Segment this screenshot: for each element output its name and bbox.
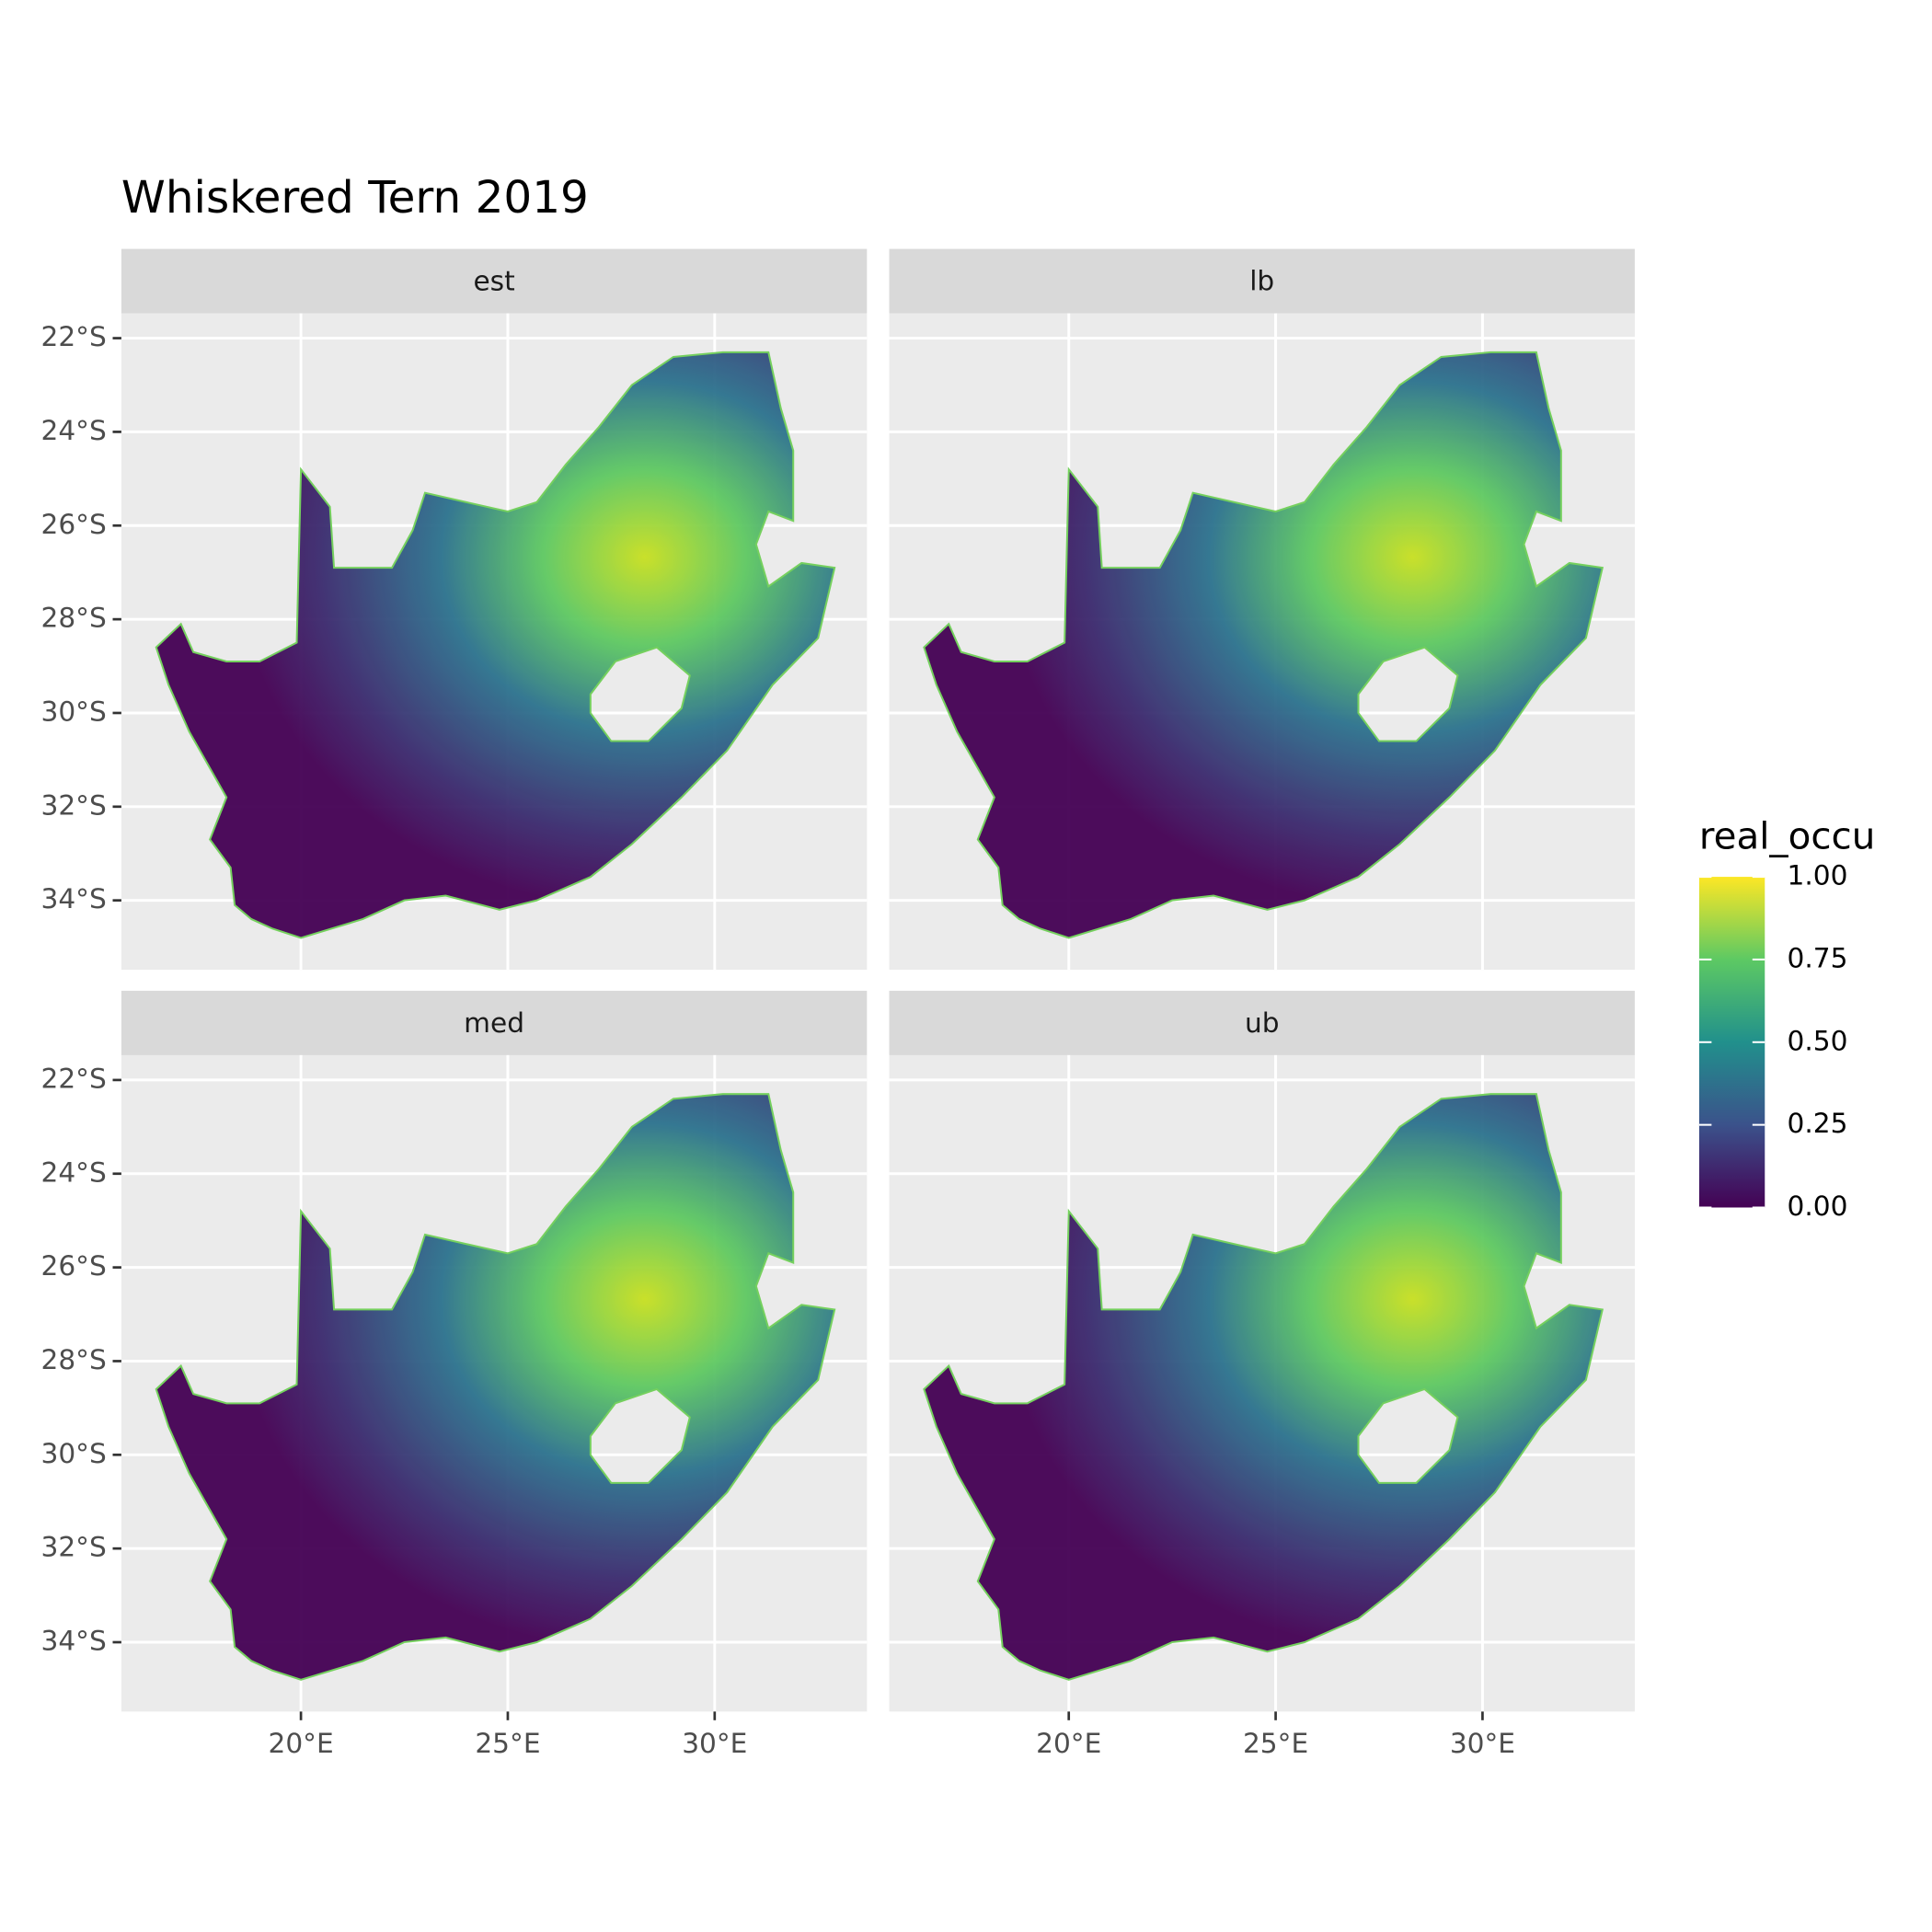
legend-tick-label: 0.25 bbox=[1788, 1108, 1848, 1139]
facet-strip bbox=[889, 990, 1635, 1055]
facet-strip bbox=[121, 990, 868, 1055]
y-tick-label: 24°S bbox=[40, 1156, 106, 1188]
facet-strip bbox=[889, 248, 1635, 314]
y-tick-label: 30°S bbox=[40, 696, 106, 727]
y-tick-label: 22°S bbox=[40, 1063, 106, 1094]
facet-label: med bbox=[464, 1007, 524, 1039]
y-tick-label: 24°S bbox=[40, 415, 106, 446]
legend-tick-label: 1.00 bbox=[1788, 860, 1848, 891]
occupancy-raster bbox=[155, 351, 836, 939]
x-tick-label: 20°E bbox=[1036, 1728, 1101, 1759]
y-tick-label: 32°S bbox=[40, 1532, 106, 1563]
occupancy-raster bbox=[923, 351, 1604, 939]
x-tick-label: 30°E bbox=[1450, 1728, 1515, 1759]
legend-title: real_occu bbox=[1699, 814, 1875, 857]
x-tick-label: 25°E bbox=[1243, 1728, 1308, 1759]
facet-label: ub bbox=[1245, 1007, 1280, 1039]
y-tick-label: 32°S bbox=[40, 789, 106, 821]
x-tick-label: 25°E bbox=[475, 1728, 540, 1759]
y-tick-label: 26°S bbox=[40, 509, 106, 540]
occupancy-raster bbox=[155, 1093, 836, 1681]
y-tick-label: 28°S bbox=[40, 603, 106, 634]
y-tick-label: 30°S bbox=[40, 1438, 106, 1469]
x-tick-label: 30°E bbox=[682, 1728, 747, 1759]
chart-title: Whiskered Tern 2019 bbox=[121, 172, 589, 224]
y-tick-label: 34°S bbox=[40, 883, 106, 914]
facet-label: lb bbox=[1249, 265, 1274, 296]
facet-strip bbox=[121, 248, 868, 314]
legend-tick-label: 0.75 bbox=[1788, 942, 1848, 973]
y-tick-label: 28°S bbox=[40, 1344, 106, 1375]
x-tick-label: 20°E bbox=[268, 1728, 333, 1759]
y-tick-label: 26°S bbox=[40, 1250, 106, 1282]
occupancy-raster bbox=[923, 1093, 1604, 1681]
y-tick-label: 34°S bbox=[40, 1626, 106, 1657]
legend-tick-label: 0.00 bbox=[1788, 1190, 1848, 1222]
facet-label: est bbox=[473, 265, 514, 296]
y-tick-label: 22°S bbox=[40, 321, 106, 352]
legend-tick-label: 0.50 bbox=[1788, 1025, 1848, 1056]
